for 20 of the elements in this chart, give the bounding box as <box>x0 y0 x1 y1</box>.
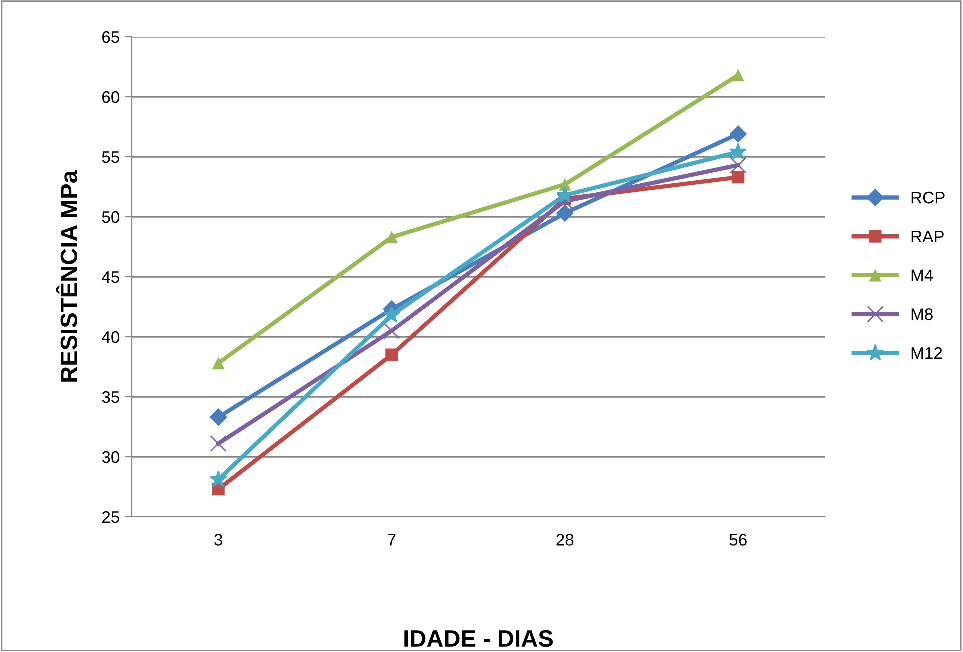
legend-label: RAP <box>912 230 944 242</box>
x-tick-label: 7 <box>388 534 396 546</box>
y-tick-label: 45 <box>102 272 120 284</box>
y-tick-label: 65 <box>102 31 120 44</box>
legend-label: M12 <box>912 347 942 360</box>
y-tick-label: 30 <box>102 451 120 464</box>
y-tick-label: 50 <box>102 211 120 224</box>
x-tick-label: 56 <box>730 534 747 546</box>
x-tick-label: 3 <box>214 534 223 546</box>
y-tick-label: 60 <box>102 91 120 104</box>
y-tick-label: 55 <box>102 152 120 164</box>
y-tick-label: 35 <box>102 391 120 404</box>
x-tick-label: 28 <box>556 534 574 546</box>
y-tick-label: 40 <box>102 331 120 344</box>
legend-label: M8 <box>912 308 933 320</box>
x-axis-title: IDADE - DIAS <box>404 630 554 648</box>
legend-label: M4 <box>912 270 934 282</box>
y-axis-title: RESISTÊNCIA MPa <box>56 170 78 382</box>
y-tick-label: 25 <box>102 511 120 524</box>
legend-label: RCP <box>912 192 945 204</box>
